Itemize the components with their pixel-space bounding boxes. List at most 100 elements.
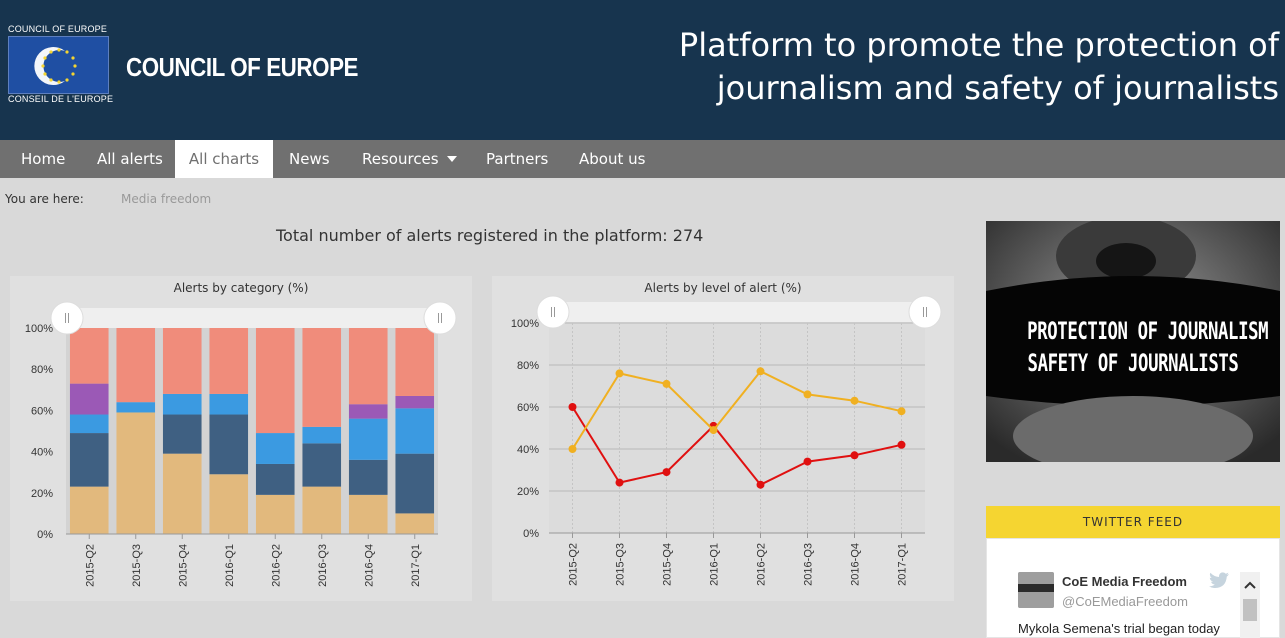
bar-segment	[162, 393, 202, 415]
series-line	[571, 406, 902, 486]
bar-segment	[395, 453, 435, 514]
data-point	[662, 468, 671, 477]
avatar[interactable]	[1018, 572, 1054, 608]
twitter-bird-icon[interactable]	[1209, 572, 1229, 593]
range-handle-left[interactable]	[536, 295, 570, 329]
data-point	[897, 440, 906, 449]
bar-segment	[302, 328, 342, 427]
series-line	[571, 370, 902, 450]
bar-segment	[116, 328, 156, 403]
x-tick-label: 2015-Q2	[568, 543, 580, 586]
coe-wordmark[interactable]: COUNCIL OF EUROPE	[126, 52, 359, 82]
tweet-author-name[interactable]: CoE Media Freedom	[1062, 574, 1187, 589]
y-tick-label: 100%	[511, 318, 539, 330]
category-chart-panel: Alerts by category (%) 0% 20% 40% 60% 80% 100…	[10, 276, 472, 601]
banner-line1: PROTECTION OF JOURNALISM	[1027, 317, 1269, 345]
coe-flag-icon	[8, 36, 109, 94]
range-slider-track	[67, 308, 440, 328]
nav-about-us[interactable]: About us	[579, 150, 646, 168]
bar-segment	[395, 408, 435, 454]
banner-face-graphic	[986, 221, 1280, 462]
site-title-line1: Platform to promote the protection of	[678, 26, 1279, 64]
x-tick-label: 2015-Q4	[662, 543, 674, 586]
bar-segment	[69, 414, 109, 434]
nav-all-alerts[interactable]: All alerts	[97, 150, 163, 168]
range-slider-track	[553, 302, 925, 322]
nav-all-charts[interactable]: All charts	[175, 140, 273, 178]
x-tick-label: 2017-Q1	[897, 543, 909, 586]
y-tick-label: 80%	[517, 360, 539, 372]
bar-segment	[116, 402, 156, 413]
bar-segment	[255, 328, 295, 434]
site-title-line2: journalism and safety of journalists	[716, 69, 1279, 107]
y-tick-label: 20%	[517, 486, 539, 498]
tweet-author-handle[interactable]: @CoEMediaFreedom	[1062, 594, 1188, 609]
data-point	[803, 457, 812, 466]
nav-resources[interactable]: Resources	[362, 140, 457, 178]
data-point	[756, 367, 765, 376]
y-tick-label: 0%	[37, 529, 53, 541]
x-tick-label: 2017-Q1	[410, 544, 422, 587]
bar-segment	[348, 328, 388, 405]
bar-segment	[209, 474, 249, 534]
bar-segment	[348, 459, 388, 495]
bar-segment	[348, 404, 388, 419]
range-handle-right[interactable]	[423, 301, 457, 335]
site-header: COUNCIL OF EUROPE CONSEIL DE L'EUROPE CO…	[0, 0, 1285, 140]
x-tick-label: 2015-Q2	[84, 544, 96, 587]
bar-segment	[302, 443, 342, 487]
nav-partners[interactable]: Partners	[486, 150, 549, 168]
y-tick-label: 60%	[31, 405, 53, 417]
bar-segment	[302, 426, 342, 444]
plot-area	[549, 323, 925, 533]
total-alerts-text: Total number of alerts registered in the…	[276, 226, 704, 245]
bar-segment	[69, 383, 109, 415]
bar-segment	[395, 513, 435, 534]
twitter-feed-heading: TWITTER FEED	[986, 506, 1280, 538]
bar-segment	[348, 418, 388, 460]
data-point	[897, 407, 906, 416]
bar-segment	[209, 393, 249, 415]
chart-title: Alerts by level of alert (%)	[644, 281, 802, 295]
data-point	[568, 403, 577, 411]
x-tick-label: 2016-Q1	[709, 543, 721, 586]
tweet-scrollbar[interactable]	[1240, 572, 1260, 638]
breadcrumb-label: You are here:	[5, 192, 84, 206]
x-tick-label: 2016-Q2	[270, 544, 282, 587]
y-tick-label: 40%	[31, 447, 53, 459]
handle-circle	[50, 301, 84, 335]
logo-caption-top: COUNCIL OF EUROPE	[8, 24, 108, 34]
y-tick-label: 20%	[31, 488, 53, 500]
x-tick-label: 2016-Q4	[850, 543, 862, 586]
x-tick-label: 2016-Q2	[756, 543, 768, 586]
journalism-banner[interactable]: PROTECTION OF JOURNALISM SAFETY OF JOURN…	[986, 221, 1280, 462]
bar-segment	[255, 463, 295, 495]
bar-segment	[162, 453, 202, 534]
bar-segment	[302, 486, 342, 534]
y-tick-label: 40%	[517, 444, 539, 456]
x-tick-label: 2016-Q3	[317, 544, 329, 587]
bar-segment	[69, 433, 109, 487]
bar-segment	[348, 494, 388, 534]
breadcrumb-current[interactable]: Media freedom	[121, 192, 212, 206]
data-point	[615, 478, 624, 487]
bar-segment	[162, 414, 202, 454]
y-tick-label: 80%	[31, 364, 53, 376]
data-point	[615, 369, 624, 378]
handle-circle	[908, 295, 942, 329]
bar-segment	[255, 494, 295, 534]
bar-segment	[255, 433, 295, 464]
range-handle-left[interactable]	[50, 301, 84, 335]
x-tick-label: 2015-Q4	[177, 544, 189, 587]
twitter-feed: CoE Media Freedom @CoEMediaFreedom Mykol…	[986, 538, 1280, 638]
handle-circle	[536, 295, 570, 329]
data-point	[662, 379, 671, 388]
data-point	[803, 390, 812, 399]
bar-segment	[162, 328, 202, 394]
scrollbar-thumb[interactable]	[1243, 599, 1257, 621]
nav-news[interactable]: News	[289, 150, 330, 168]
nav-home[interactable]: Home	[21, 150, 66, 168]
y-tick-label: 60%	[517, 402, 539, 414]
range-handle-right[interactable]	[908, 295, 942, 329]
chevron-up-icon[interactable]	[1240, 575, 1260, 595]
